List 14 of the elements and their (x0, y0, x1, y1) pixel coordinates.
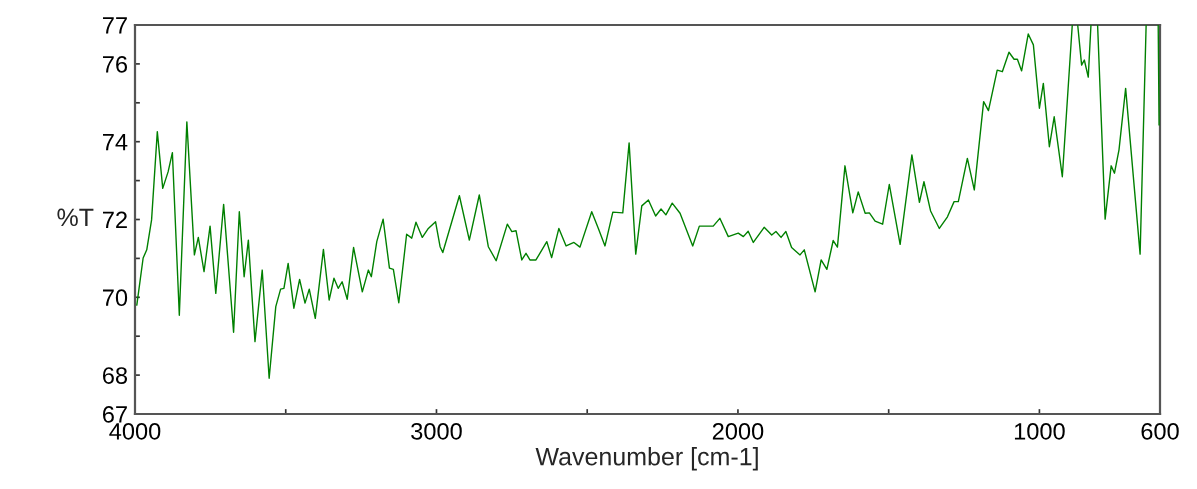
y-tick-label: 67 (102, 406, 127, 423)
x-tick-label: 2000 (712, 422, 764, 440)
y-tick-label: 72 (103, 211, 127, 229)
x-tick-label: 600 (1141, 422, 1179, 440)
y-axis-title: %T (57, 208, 94, 227)
y-tick-label: 68 (102, 367, 128, 384)
y-tick-label: 77 (103, 17, 127, 34)
y-tick-label: 76 (103, 55, 128, 73)
y-tick-label: 74 (103, 134, 128, 151)
x-axis-title: Wavenumber [cm-1] (535, 447, 758, 471)
x-tick-label: 3000 (411, 422, 462, 440)
x-tick-label: 4000 (109, 422, 161, 440)
y-tick-label: 70 (103, 289, 128, 307)
x-tick-label: 1000 (1014, 422, 1065, 440)
